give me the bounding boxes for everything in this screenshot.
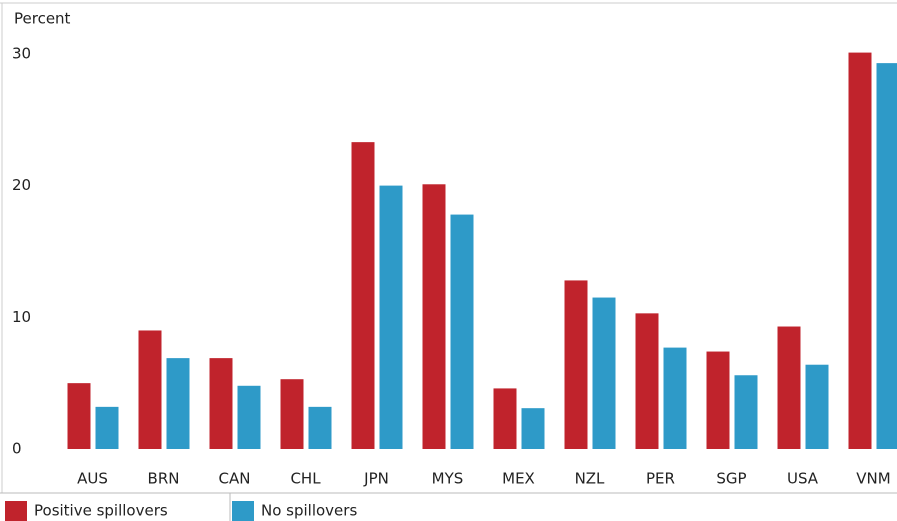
bar	[521, 408, 545, 449]
bar	[663, 347, 687, 449]
x-tick-label: SGP	[716, 470, 746, 488]
y-tick-label: 30	[12, 44, 31, 62]
x-tick-label: BRN	[148, 470, 180, 488]
bar	[351, 142, 375, 449]
x-tick-label: PER	[646, 470, 675, 488]
legend-label: No spillovers	[261, 502, 357, 520]
legend-swatch	[5, 501, 27, 521]
bar	[67, 383, 91, 449]
bar	[564, 280, 588, 449]
bar	[280, 379, 304, 449]
bar	[635, 313, 659, 449]
bar	[237, 385, 261, 449]
x-tick-label: MEX	[502, 470, 535, 488]
bar	[592, 297, 616, 449]
y-tick-label: 0	[12, 440, 22, 458]
bar	[166, 358, 190, 449]
bar	[777, 326, 801, 449]
x-tick-label: NZL	[575, 470, 605, 488]
bar	[493, 388, 517, 449]
x-tick-label: USA	[787, 470, 819, 488]
x-tick-label: CAN	[219, 470, 251, 488]
y-tick-label: 10	[12, 308, 31, 326]
bar	[138, 330, 162, 449]
y-axis-label: Percent	[14, 10, 71, 28]
bar	[706, 351, 730, 449]
x-tick-label: JPN	[363, 470, 389, 488]
bar	[379, 185, 403, 449]
y-tick-label: 20	[12, 176, 31, 194]
legend-swatch	[232, 501, 254, 521]
x-tick-label: MYS	[432, 470, 464, 488]
bar	[805, 364, 829, 449]
bar	[422, 184, 446, 449]
bar	[95, 406, 119, 449]
bar	[308, 406, 332, 449]
legend-label: Positive spillovers	[34, 502, 168, 520]
x-tick-label: AUS	[77, 470, 108, 488]
x-tick-label: VNM	[856, 470, 890, 488]
bar	[876, 63, 897, 450]
bar	[734, 375, 758, 449]
x-tick-label: CHL	[290, 470, 321, 488]
bar	[209, 358, 233, 449]
bar	[848, 52, 872, 449]
bar	[450, 214, 474, 449]
